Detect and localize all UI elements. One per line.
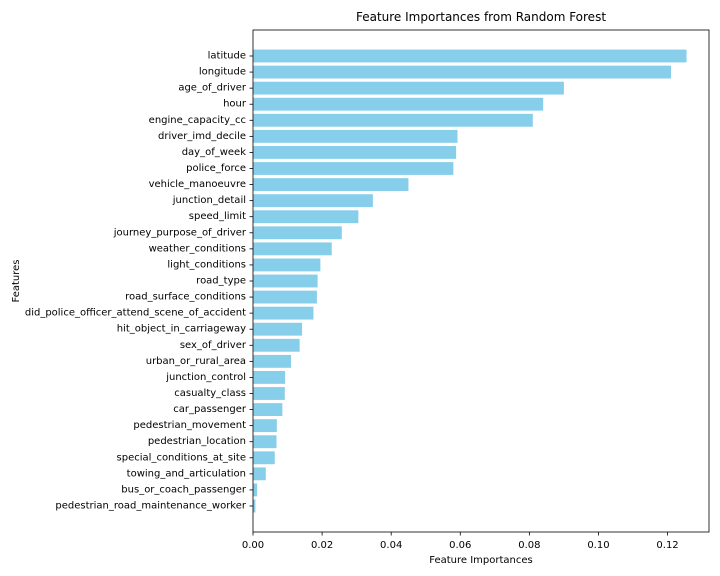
bar-special-conditions-at-site [253,451,275,465]
x-tick-label: 0.04 [380,540,402,551]
category-label: sex_of_driver [180,340,247,351]
category-label: car_passenger [173,404,247,415]
bar-driver-imd-decile [253,129,458,143]
bar-day-of-week [253,146,457,159]
bar-journey-purpose-of-driver [253,226,342,240]
category-label: pedestrian_movement [133,420,246,431]
bar-age-of-driver [253,81,564,95]
bar-casualty-class [253,387,285,400]
bar-latitude [253,49,687,63]
category-label: speed_limit [189,211,246,222]
category-label: special_conditions_at_site [117,452,246,463]
bar-road-type [253,274,318,288]
category-label: road_surface_conditions [125,292,246,303]
category-label: junction_detail [172,195,246,206]
category-label: urban_or_rural_area [146,356,246,367]
x-tick-label: 0.12 [656,540,678,551]
bar-vehicle-manoeuvre [253,178,409,191]
category-label: longitude [199,67,246,78]
bar-police-force [253,162,454,175]
x-tick-label: 0.02 [311,540,333,551]
category-label: vehicle_manoeuvre [149,179,246,190]
bar-engine-capacity-cc [253,113,533,127]
category-label: did_police_officer_attend_scene_of_accid… [25,308,246,319]
bar-weather-conditions [253,242,332,256]
plot-frame [252,29,710,533]
x-tick-label: 0.00 [242,540,264,551]
x-tick-label: 0.06 [449,540,471,551]
x-axis-label: Feature Importances [429,555,532,566]
x-tick-label: 0.08 [518,540,540,551]
bar-hit-object-in-carriageway [253,322,303,336]
x-ticks-group: 0.00 0.02 0.04 0.06 0.08 0.10 0.12 [242,532,679,551]
bars-group [253,49,687,513]
category-label: hit_object_in_carriageway [117,324,246,335]
bar-urban-or-rural-area [253,354,291,368]
bar-junction-control [253,371,286,384]
category-label: police_force [186,163,246,174]
category-label: pedestrian_location [148,436,246,447]
bar-junction-detail [253,194,373,208]
category-label: towing_and_articulation [127,468,246,479]
bar-bus-or-coach-passenger [253,483,258,497]
bar-speed-limit [253,210,359,224]
bar-longitude [253,65,671,79]
bar-car-passenger [253,403,283,416]
bar-pedestrian-road-maintenance-worker [253,499,256,513]
category-label: age_of_driver [178,83,247,94]
chart-title: Feature Importances from Random Forest [356,10,606,24]
bar-towing-and-articulation [253,467,266,481]
category-label: road_type [196,276,246,287]
y-axis-label: Features [11,260,22,303]
x-tick-label: 0.10 [587,540,609,551]
bar-light-conditions [253,258,321,272]
category-label: hour [223,99,247,110]
bar-road-surface-conditions [253,290,317,304]
category-label: bus_or_coach_passenger [121,484,247,495]
category-label: weather_conditions [149,243,246,254]
category-label: engine_capacity_cc [149,115,246,126]
category-label: driver_imd_decile [158,131,246,142]
category-label: pedestrian_road_maintenance_worker [55,501,246,512]
bar-pedestrian-movement [253,419,277,433]
category-label: casualty_class [174,388,246,399]
category-label: journey_purpose_of_driver [113,227,247,238]
category-label: latitude [208,51,246,62]
category-label: day_of_week [182,147,247,158]
bar-hour [253,97,544,111]
bar-pedestrian-location [253,435,277,449]
category-label: light_conditions [167,259,246,270]
category-label: junction_control [165,372,246,383]
bar-did-police-officer-attend-scene-of-accident [253,306,314,320]
bar-sex-of-driver [253,338,300,352]
